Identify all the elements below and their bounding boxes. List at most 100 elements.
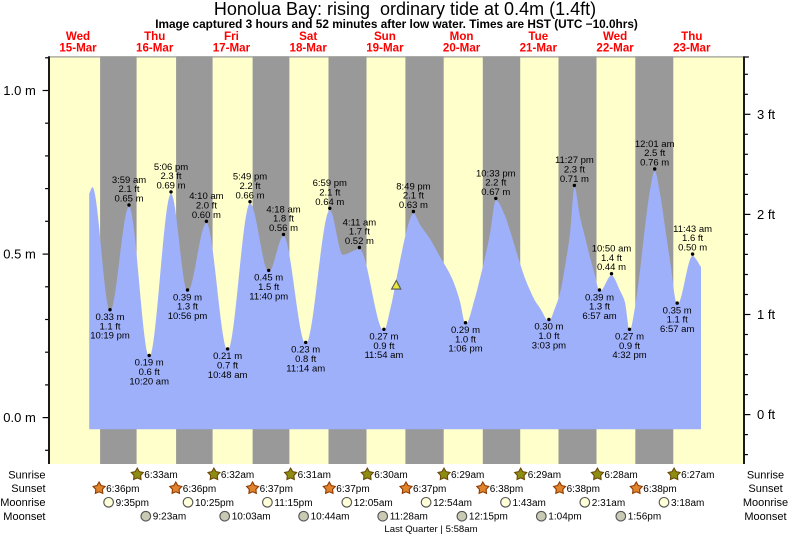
svg-text:10:03am: 10:03am bbox=[232, 512, 271, 523]
svg-text:Sunset: Sunset bbox=[748, 483, 782, 495]
svg-text:Mon: Mon bbox=[450, 30, 474, 43]
svg-text:2 ft: 2 ft bbox=[757, 207, 775, 222]
svg-text:Moonset: Moonset bbox=[744, 511, 786, 523]
svg-text:6:38pm: 6:38pm bbox=[643, 484, 676, 495]
svg-text:16-Mar: 16-Mar bbox=[136, 42, 174, 55]
svg-text:1.6 ft: 1.6 ft bbox=[682, 233, 703, 244]
svg-text:0.69 m: 0.69 m bbox=[156, 181, 185, 192]
svg-text:1.1 ft: 1.1 ft bbox=[667, 315, 688, 326]
svg-text:0.52 m: 0.52 m bbox=[345, 236, 374, 247]
svg-text:0.27 m: 0.27 m bbox=[615, 332, 644, 343]
svg-text:2.0 ft: 2.0 ft bbox=[196, 201, 217, 212]
svg-text:0.76 m: 0.76 m bbox=[640, 158, 669, 169]
svg-text:22-Mar: 22-Mar bbox=[596, 42, 634, 55]
svg-text:0.63 m: 0.63 m bbox=[399, 200, 428, 211]
svg-text:9:35pm: 9:35pm bbox=[116, 498, 149, 509]
svg-text:6:37pm: 6:37pm bbox=[336, 484, 369, 495]
svg-text:0.27 m: 0.27 m bbox=[369, 332, 398, 343]
svg-text:Sunrise: Sunrise bbox=[8, 469, 45, 481]
svg-text:6:28am: 6:28am bbox=[604, 470, 637, 481]
svg-text:Wed: Wed bbox=[66, 30, 90, 43]
svg-text:2.1 ft: 2.1 ft bbox=[403, 191, 424, 202]
svg-text:0.9 ft: 0.9 ft bbox=[619, 341, 640, 352]
svg-text:6:29am: 6:29am bbox=[528, 470, 561, 481]
svg-text:1.0 m: 1.0 m bbox=[3, 83, 36, 98]
svg-text:8:49 pm: 8:49 pm bbox=[396, 181, 430, 192]
svg-text:Image captured 3 hours and 52: Image captured 3 hours and 52 minutes af… bbox=[155, 17, 638, 31]
svg-text:10:19 pm: 10:19 pm bbox=[90, 331, 130, 342]
svg-text:Fri: Fri bbox=[224, 30, 239, 43]
svg-text:23-Mar: 23-Mar bbox=[673, 42, 711, 55]
svg-text:0.56 m: 0.56 m bbox=[269, 223, 298, 234]
svg-text:1.4 ft: 1.4 ft bbox=[601, 253, 622, 264]
svg-text:12:15pm: 12:15pm bbox=[469, 512, 508, 523]
svg-text:0.19 m: 0.19 m bbox=[135, 358, 164, 369]
svg-text:6:57 am: 6:57 am bbox=[660, 324, 694, 335]
svg-text:6:29am: 6:29am bbox=[451, 470, 484, 481]
svg-text:4:18 am: 4:18 am bbox=[266, 204, 300, 215]
svg-text:6:37pm: 6:37pm bbox=[413, 484, 446, 495]
svg-text:11:15pm: 11:15pm bbox=[274, 498, 312, 509]
svg-text:6:37pm: 6:37pm bbox=[260, 484, 293, 495]
svg-text:3:59 am: 3:59 am bbox=[112, 175, 146, 186]
svg-text:0.33 m: 0.33 m bbox=[95, 312, 124, 323]
svg-text:0.71 m: 0.71 m bbox=[560, 174, 589, 185]
svg-text:1.5 ft: 1.5 ft bbox=[258, 282, 279, 293]
svg-text:20-Mar: 20-Mar bbox=[443, 42, 481, 55]
svg-text:10:50 am: 10:50 am bbox=[592, 244, 632, 255]
svg-text:1.1 ft: 1.1 ft bbox=[99, 321, 120, 332]
svg-text:21-Mar: 21-Mar bbox=[520, 42, 558, 55]
svg-text:Last Quarter | 5:58am: Last Quarter | 5:58am bbox=[384, 524, 477, 535]
svg-text:10:20 am: 10:20 am bbox=[129, 376, 169, 387]
svg-text:1:04pm: 1:04pm bbox=[548, 512, 581, 523]
svg-text:2.3 ft: 2.3 ft bbox=[160, 171, 181, 182]
svg-text:19-Mar: 19-Mar bbox=[366, 42, 404, 55]
svg-text:11:14 am: 11:14 am bbox=[286, 363, 325, 374]
svg-text:10:56 pm: 10:56 pm bbox=[168, 311, 208, 322]
svg-text:2.1 ft: 2.1 ft bbox=[319, 188, 340, 199]
svg-text:0.66 m: 0.66 m bbox=[235, 190, 264, 201]
svg-text:6:31am: 6:31am bbox=[298, 470, 331, 481]
svg-text:10:25pm: 10:25pm bbox=[195, 498, 234, 509]
svg-text:4:11 am: 4:11 am bbox=[343, 217, 377, 228]
svg-text:Moonrise: Moonrise bbox=[0, 497, 45, 509]
svg-text:Sunrise: Sunrise bbox=[747, 469, 784, 481]
svg-text:0.9 ft: 0.9 ft bbox=[373, 341, 394, 352]
svg-text:0.6 ft: 0.6 ft bbox=[139, 367, 160, 378]
svg-text:0.35 m: 0.35 m bbox=[663, 305, 692, 316]
svg-text:0.50 m: 0.50 m bbox=[678, 243, 707, 254]
svg-text:1.7 ft: 1.7 ft bbox=[349, 227, 370, 238]
svg-text:1:56pm: 1:56pm bbox=[628, 512, 661, 523]
svg-text:11:27 pm: 11:27 pm bbox=[555, 155, 594, 166]
svg-text:Moonset: Moonset bbox=[3, 511, 45, 523]
svg-text:0.64 m: 0.64 m bbox=[315, 197, 344, 208]
svg-text:6:30am: 6:30am bbox=[374, 470, 407, 481]
svg-text:6:33am: 6:33am bbox=[144, 470, 177, 481]
svg-text:2.1 ft: 2.1 ft bbox=[118, 184, 139, 195]
svg-text:1.0 ft: 1.0 ft bbox=[455, 334, 476, 345]
svg-text:0.23 m: 0.23 m bbox=[291, 345, 320, 356]
svg-text:1.8 ft: 1.8 ft bbox=[273, 214, 294, 225]
svg-text:6:36pm: 6:36pm bbox=[183, 484, 216, 495]
svg-text:6:57 am: 6:57 am bbox=[582, 311, 616, 322]
svg-text:10:48 am: 10:48 am bbox=[208, 370, 248, 381]
svg-text:6:38pm: 6:38pm bbox=[567, 484, 600, 495]
svg-text:0.39 m: 0.39 m bbox=[173, 292, 202, 303]
svg-text:6:27am: 6:27am bbox=[681, 470, 714, 481]
svg-text:6:36pm: 6:36pm bbox=[106, 484, 139, 495]
svg-text:17-Mar: 17-Mar bbox=[213, 42, 251, 55]
svg-text:2.3 ft: 2.3 ft bbox=[564, 165, 585, 176]
svg-text:0.65 m: 0.65 m bbox=[114, 194, 143, 205]
svg-text:11:54 am: 11:54 am bbox=[364, 350, 403, 361]
svg-text:6:38pm: 6:38pm bbox=[490, 484, 523, 495]
svg-text:2.5 ft: 2.5 ft bbox=[644, 148, 665, 159]
svg-text:3:03 pm: 3:03 pm bbox=[532, 340, 566, 351]
svg-text:11:40 pm: 11:40 pm bbox=[249, 291, 288, 302]
svg-text:Thu: Thu bbox=[144, 30, 165, 43]
svg-text:Moonrise: Moonrise bbox=[743, 497, 788, 509]
svg-text:10:33 pm: 10:33 pm bbox=[476, 168, 516, 179]
svg-text:18-Mar: 18-Mar bbox=[290, 42, 328, 55]
svg-text:9:23am: 9:23am bbox=[153, 512, 186, 523]
svg-text:0.7 ft: 0.7 ft bbox=[217, 361, 238, 372]
svg-text:0.60 m: 0.60 m bbox=[192, 210, 221, 221]
